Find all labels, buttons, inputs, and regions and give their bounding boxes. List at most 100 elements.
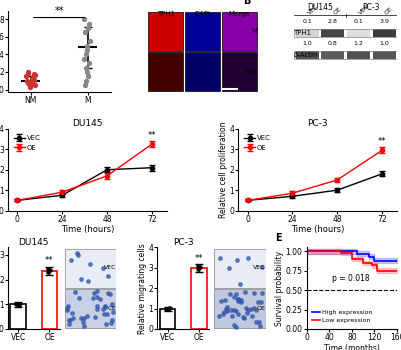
Point (83, 65, 89, 70)
FancyBboxPatch shape (185, 52, 220, 91)
Point (91, 290, 98, 296)
Bar (42, 271, 57, 329)
Point (32, 82, 38, 88)
Point (83, 47, 90, 53)
Legend: VEC, OE: VEC, OE (242, 132, 273, 153)
Point (74, 251, 80, 256)
Point (217, 256, 223, 261)
Point (240, 314, 247, 320)
Title: PC-3: PC-3 (173, 238, 193, 246)
Point (76, 295, 83, 301)
Point (84, 69, 90, 75)
Point (45, 270, 52, 275)
Low expression (361, 261, 366, 265)
Line: Low expression: Low expression (307, 251, 397, 271)
Point (109, 317, 115, 323)
Text: 2.8: 2.8 (328, 19, 338, 23)
Text: 0.1: 0.1 (302, 19, 312, 23)
Legend: VEC, OE: VEC, OE (12, 132, 43, 153)
Text: VEC: VEC (358, 4, 371, 16)
Text: M: M (251, 28, 257, 34)
Text: **: ** (378, 137, 386, 146)
Point (231, 294, 237, 299)
Point (102, 303, 109, 309)
Point (85, 74, 91, 79)
Point (245, 307, 251, 313)
Bar (296, 29, 319, 37)
Text: E: E (275, 233, 282, 243)
Point (24, 80, 31, 85)
Point (85, 21, 92, 27)
Text: OE: OE (257, 306, 266, 311)
Point (87, 261, 93, 267)
Point (235, 296, 241, 301)
Point (234, 296, 241, 302)
X-axis label: Time (hours): Time (hours) (61, 225, 114, 234)
Text: B: B (243, 0, 251, 6)
Bar (10, 304, 26, 329)
Point (32, 72, 38, 77)
Point (65, 321, 72, 327)
Point (30, 82, 36, 87)
Point (241, 290, 248, 295)
Point (24, 78, 30, 84)
Point (64, 307, 71, 313)
Y-axis label: Survival probability: Survival probability (275, 251, 284, 326)
Point (245, 255, 251, 260)
Title: DU145: DU145 (72, 119, 103, 128)
Point (238, 297, 244, 302)
Point (258, 299, 264, 305)
Point (16, 302, 22, 308)
FancyBboxPatch shape (222, 52, 257, 91)
Point (233, 291, 239, 297)
X-axis label: Time (months): Time (months) (324, 344, 380, 350)
Point (194, 263, 201, 269)
Point (83, 51, 89, 57)
Point (221, 309, 228, 315)
Point (75, 252, 81, 258)
Point (228, 307, 234, 313)
Bar (65, 249, 116, 288)
Text: OE: OE (107, 306, 116, 311)
Point (234, 258, 240, 263)
Bar (65, 289, 116, 328)
FancyBboxPatch shape (148, 12, 183, 50)
High expression (372, 258, 377, 262)
Point (222, 297, 228, 303)
Point (16, 301, 22, 307)
Point (79, 319, 86, 324)
FancyBboxPatch shape (185, 12, 220, 50)
Point (85, 25, 91, 31)
Point (105, 274, 111, 279)
Text: 1.0: 1.0 (379, 41, 389, 46)
Point (84, 43, 91, 48)
Bar (373, 29, 396, 37)
Point (248, 307, 254, 312)
Point (108, 320, 114, 326)
Bar (214, 249, 266, 288)
Bar (294, 29, 397, 37)
Point (105, 290, 111, 296)
Text: VEC: VEC (104, 265, 116, 270)
Point (223, 306, 229, 312)
Text: 0.1: 0.1 (354, 19, 363, 23)
Point (25, 69, 31, 75)
Point (69, 315, 76, 321)
Point (82, 82, 88, 88)
Point (13, 301, 20, 307)
Point (100, 265, 106, 271)
Text: 0.8: 0.8 (328, 41, 338, 46)
Text: 3.9: 3.9 (379, 19, 389, 23)
Bar (294, 51, 397, 59)
Point (93, 303, 100, 309)
Point (227, 291, 233, 297)
Text: OE: OE (384, 6, 394, 16)
High expression (395, 258, 399, 262)
Point (64, 306, 71, 311)
Point (68, 257, 74, 263)
Point (23, 74, 30, 79)
Point (45, 266, 51, 272)
Point (85, 61, 92, 66)
Point (24, 79, 31, 84)
Low expression (338, 251, 343, 255)
